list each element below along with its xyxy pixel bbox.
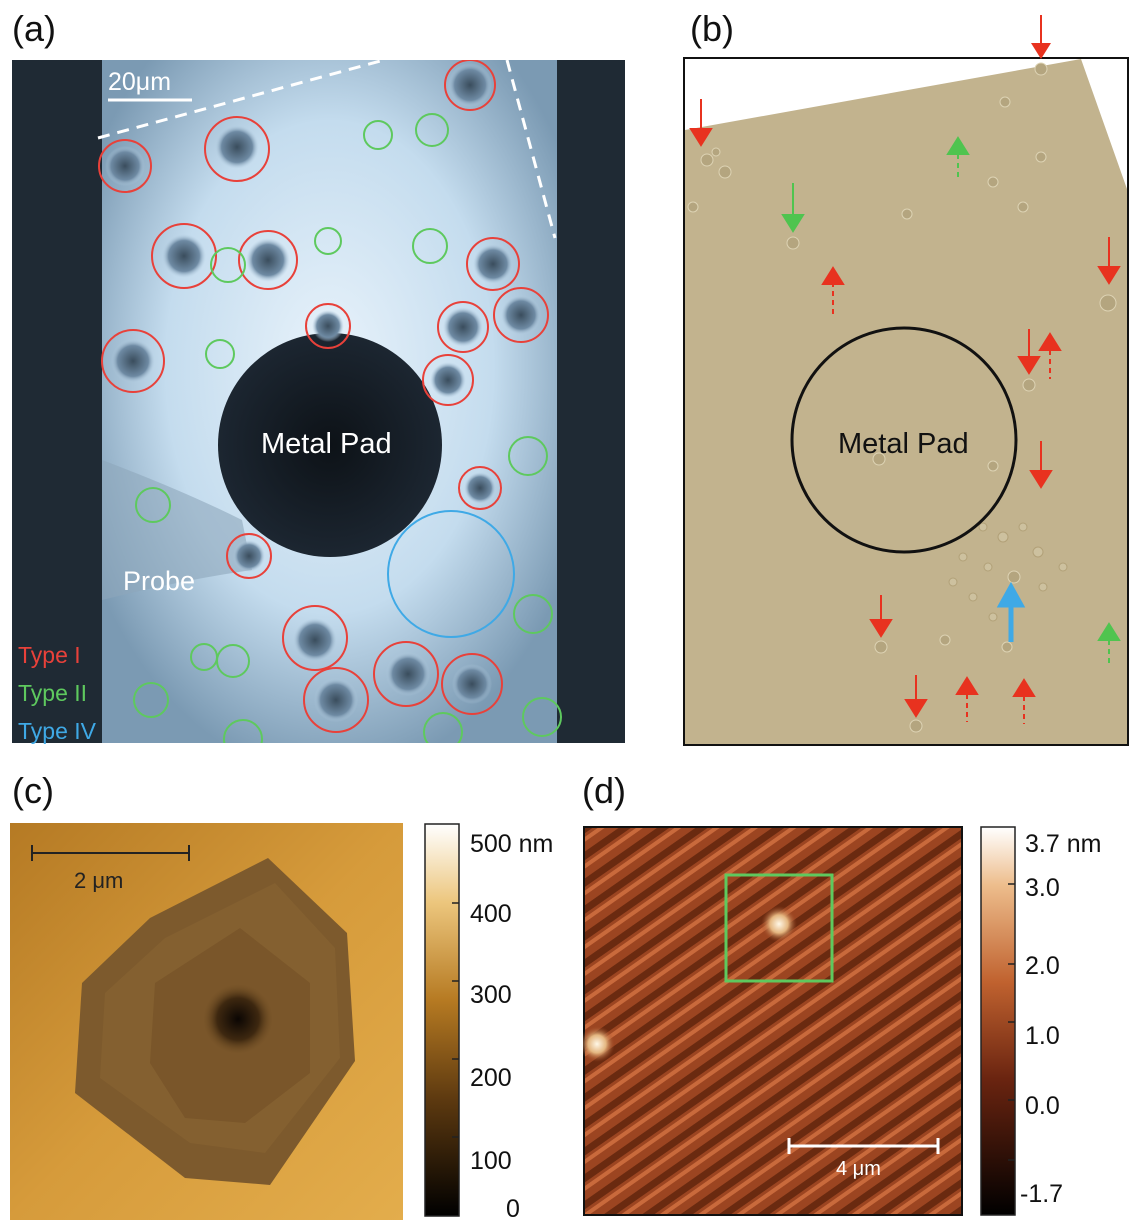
panel-c-tick-200: 200 (470, 1064, 512, 1092)
panel-c-tick-0: 0 (506, 1195, 520, 1223)
legend-type-i: Type I (18, 642, 81, 668)
panel-c-letter: (c) (12, 770, 54, 811)
panel-c-scale-bar-label: 2 μm (74, 868, 124, 893)
panel-a-metal-pad-label: Metal Pad (261, 428, 392, 460)
panel-d-scale-bar-label: 4 μm (836, 1158, 881, 1180)
panel-d-tick-neg: -1.7 (1020, 1180, 1064, 1208)
legend-type-iv: Type IV (18, 718, 96, 744)
panel-d-tick-3: 3.0 (1025, 874, 1060, 902)
panel-a-letter: (a) (12, 8, 56, 49)
panel-b-top-arrow (1031, 15, 1051, 59)
panel-a-scale-bar-label: 20μm (108, 68, 172, 96)
panel-a-probe-label: Probe (123, 566, 196, 596)
panel-b-image (683, 57, 1129, 746)
panel-b-metal-pad-label: Metal Pad (838, 428, 969, 460)
panel-c-image (10, 823, 403, 1220)
panel-c-tick-100: 100 (470, 1147, 512, 1175)
panel-b-letter: (b) (690, 8, 734, 49)
panel-d-tick-2: 2.0 (1025, 952, 1060, 980)
panel-d-colorbar-unit: 3.7 nm (1025, 830, 1102, 858)
panel-a-legend: Type I Type II Type IV (18, 636, 96, 750)
panel-c-tick-400: 400 (470, 900, 512, 928)
panel-d-image (583, 826, 963, 1216)
panel-c-colorbar (424, 823, 460, 1217)
panel-d-colorbar (980, 826, 1016, 1216)
panel-d-tick-0: 0.0 (1025, 1092, 1060, 1120)
panel-d-tick-1: 1.0 (1025, 1022, 1060, 1050)
panel-c-colorbar-unit: 500 nm (470, 830, 554, 858)
panel-d-letter: (d) (582, 770, 626, 811)
legend-type-ii: Type II (18, 680, 88, 706)
panel-c-tick-300: 300 (470, 981, 512, 1009)
panel-a-image (12, 60, 625, 743)
